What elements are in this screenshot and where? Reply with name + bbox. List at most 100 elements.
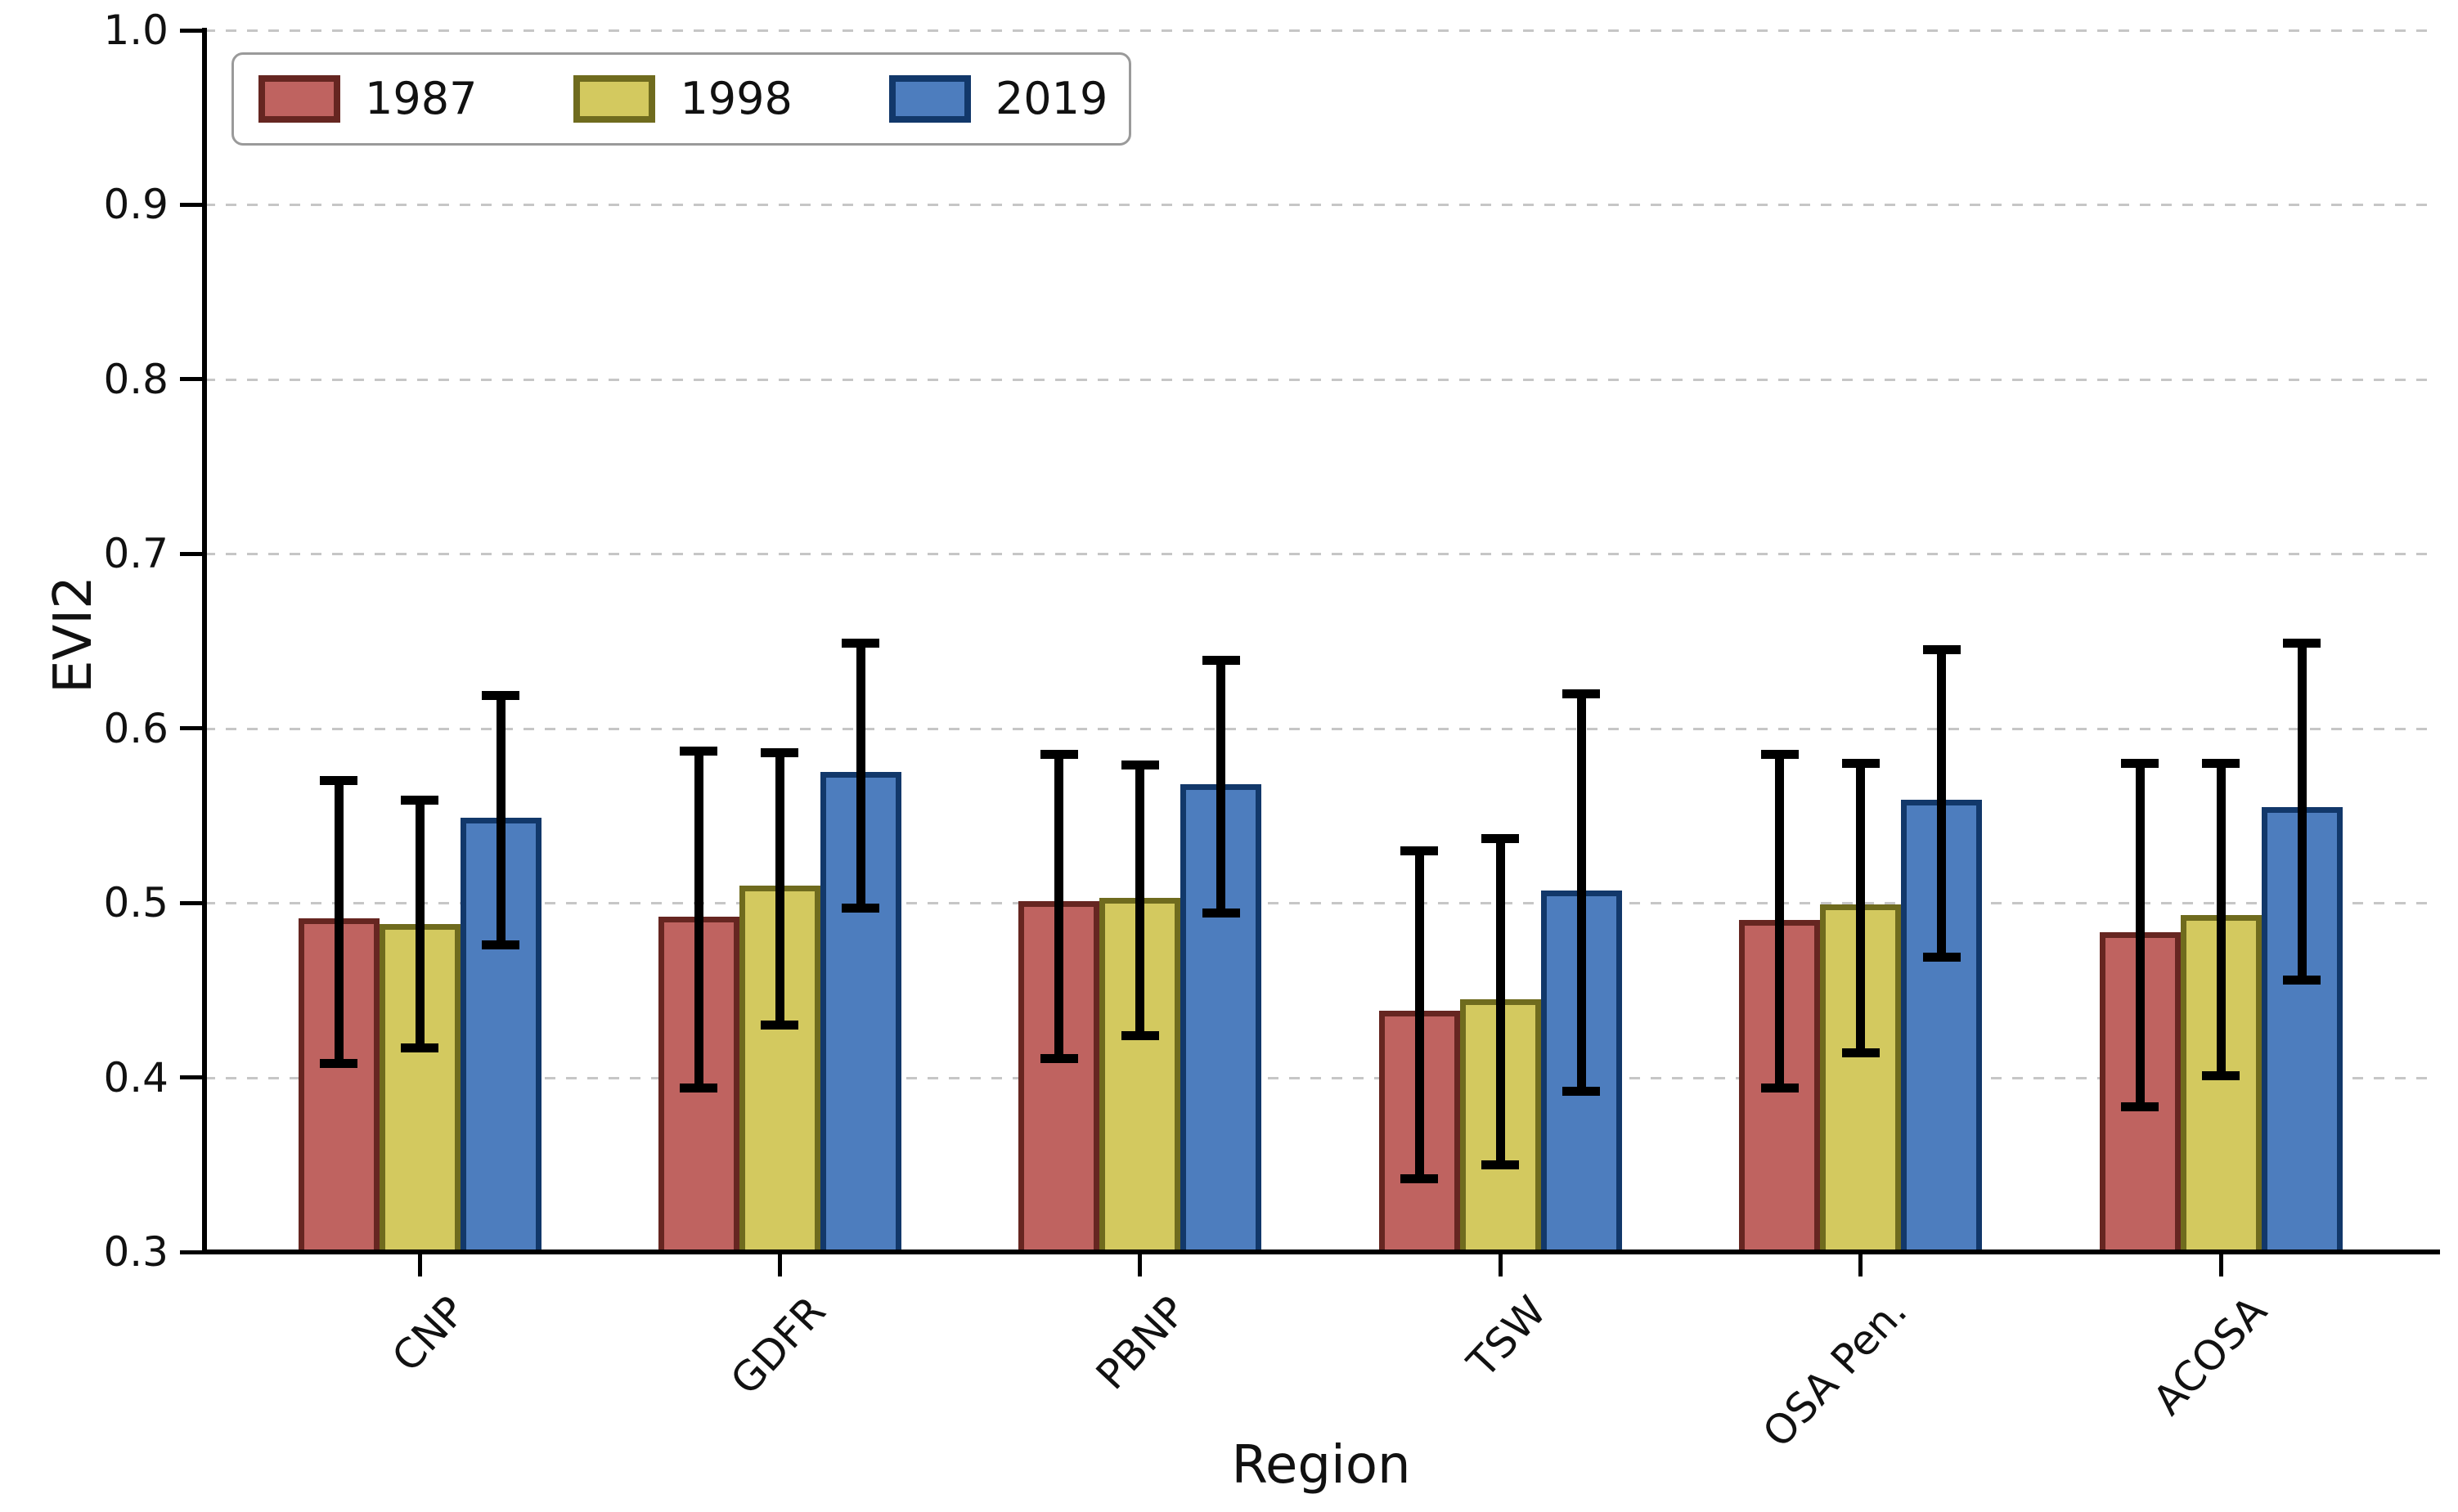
- error-bar-cap: [1202, 909, 1240, 918]
- error-bar-line: [496, 695, 506, 945]
- error-bar-line: [694, 751, 703, 1088]
- x-tick-label: CNP: [383, 1287, 475, 1381]
- gridline: [204, 902, 2438, 905]
- gridline: [204, 553, 2438, 556]
- error-bar-line: [1775, 754, 1785, 1088]
- error-bar-line: [334, 780, 344, 1064]
- error-bar-cap: [842, 638, 880, 648]
- gridline: [204, 1076, 2438, 1079]
- error-bar-cap: [1562, 1087, 1601, 1097]
- error-bar-cap: [1841, 758, 1880, 768]
- error-bar-cap: [2202, 1070, 2240, 1080]
- legend-item-2019: 2019: [888, 73, 1108, 124]
- error-bar-cap: [1841, 1048, 1880, 1058]
- y-axis-title: EVI2: [43, 576, 104, 693]
- error-bar-cap: [1121, 760, 1159, 770]
- x-axis-line: [202, 1250, 2440, 1254]
- error-bar-cap: [320, 1058, 357, 1068]
- legend-swatch-1987: [258, 75, 340, 123]
- x-tick-label: GDFR: [721, 1287, 835, 1404]
- error-bar-cap: [761, 1021, 799, 1030]
- error-bar-cap: [320, 776, 357, 786]
- error-bar-line: [1495, 838, 1505, 1165]
- x-tick: [1498, 1252, 1503, 1276]
- error-bar-cap: [2121, 758, 2159, 768]
- error-bar-line: [2297, 643, 2307, 980]
- bar-2019-OSA Pen.: [1901, 800, 1983, 1252]
- y-tick-label: 0.4: [103, 1053, 169, 1101]
- x-tick-label: ACOSA: [2144, 1287, 2276, 1425]
- error-bar-cap: [2283, 975, 2321, 985]
- error-bar-cap: [1400, 1173, 1439, 1183]
- error-bar-cap: [1202, 655, 1240, 665]
- error-bar-cap: [482, 940, 519, 949]
- error-bar-line: [2216, 763, 2226, 1076]
- x-tick: [417, 1252, 422, 1276]
- error-bar-line: [856, 643, 865, 909]
- error-bar-cap: [1562, 689, 1601, 698]
- error-bar-line: [1856, 763, 1866, 1053]
- x-tick-label: PBNP: [1086, 1287, 1196, 1399]
- y-tick-label: 0.9: [103, 181, 169, 229]
- legend-label: 2019: [995, 73, 1108, 124]
- y-tick: [180, 1250, 204, 1254]
- error-bar-line: [1414, 850, 1424, 1179]
- error-bar-line: [1216, 660, 1226, 913]
- error-bar-cap: [401, 1043, 438, 1052]
- gridline: [204, 727, 2438, 730]
- error-bar-cap: [1121, 1030, 1159, 1040]
- x-tick-label: OSA Pen.: [1753, 1287, 1917, 1457]
- legend-label: 1998: [680, 73, 793, 124]
- error-bar-cap: [761, 748, 799, 758]
- error-bar-cap: [1922, 952, 1961, 962]
- error-bar-line: [415, 800, 425, 1048]
- error-bar-cap: [401, 795, 438, 805]
- error-bar-cap: [482, 690, 519, 700]
- gridline: [204, 204, 2438, 207]
- error-bar-cap: [2121, 1102, 2159, 1112]
- y-axis-line: [202, 28, 207, 1254]
- y-tick-label: 0.8: [103, 355, 169, 403]
- error-bar-cap: [1760, 750, 1799, 760]
- gridline: [204, 29, 2438, 32]
- error-bar-line: [1937, 649, 1947, 958]
- error-bar-line: [1576, 693, 1586, 1092]
- x-axis-title: Region: [1231, 1435, 1411, 1496]
- y-tick: [180, 28, 204, 33]
- error-bar-cap: [1481, 1160, 1520, 1169]
- error-bar-line: [1054, 754, 1064, 1059]
- x-tick: [2218, 1252, 2223, 1276]
- y-tick: [180, 551, 204, 556]
- y-tick: [180, 202, 204, 207]
- error-bar-cap: [680, 1083, 718, 1092]
- error-bar-cap: [1400, 846, 1439, 855]
- legend-swatch-2019: [888, 75, 971, 123]
- error-bar-cap: [1922, 645, 1961, 655]
- legend-label: 1987: [365, 73, 478, 124]
- error-bar-cap: [2283, 638, 2321, 648]
- y-tick: [180, 900, 204, 905]
- error-bar-cap: [1481, 833, 1520, 843]
- y-tick: [180, 377, 204, 382]
- error-bar-line: [1135, 765, 1145, 1036]
- y-tick-label: 0.3: [103, 1228, 169, 1276]
- x-tick: [1138, 1252, 1143, 1276]
- gridline: [204, 378, 2438, 381]
- error-bar-cap: [680, 746, 718, 756]
- legend: 1987 1998 2019: [231, 52, 1131, 146]
- y-tick-label: 0.6: [103, 704, 169, 752]
- error-bar-line: [775, 752, 784, 1025]
- y-tick: [180, 1075, 204, 1080]
- x-tick: [777, 1252, 782, 1276]
- legend-swatch-1998: [573, 75, 656, 123]
- legend-item-1998: 1998: [573, 73, 793, 124]
- error-bar-cap: [1040, 1053, 1078, 1063]
- y-tick: [180, 726, 204, 731]
- error-bar-line: [2135, 763, 2145, 1107]
- y-tick-label: 0.7: [103, 530, 169, 578]
- error-bar-cap: [842, 904, 880, 913]
- x-tick: [1858, 1252, 1863, 1276]
- error-bar-cap: [1760, 1083, 1799, 1092]
